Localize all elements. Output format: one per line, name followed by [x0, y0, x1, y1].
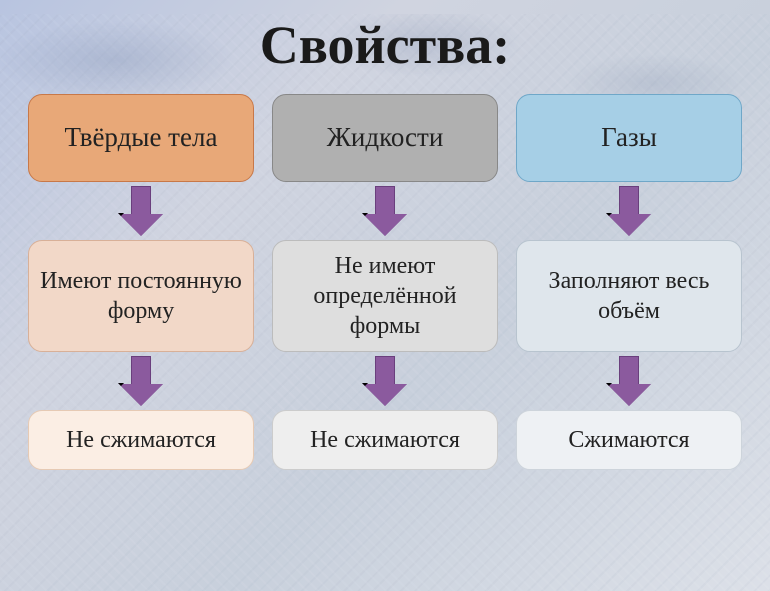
box-gases-mid: Заполняют весь объём — [516, 240, 742, 352]
column-liquids: Жидкости Не имеют определённой формы Не сж… — [272, 94, 498, 470]
box-liquids-mid: Не имеют определённой формы — [272, 240, 498, 352]
arrow-gases-2 — [607, 356, 651, 406]
arrow-liquids-1 — [363, 186, 407, 236]
arrow-solids-1 — [119, 186, 163, 236]
box-solids-header: Твёрдые тела — [28, 94, 254, 182]
box-solids-bot: Не сжимаются — [28, 410, 254, 470]
box-liquids-bot: Не сжимаются — [272, 410, 498, 470]
box-gases-header: Газы — [516, 94, 742, 182]
arrow-gases-1 — [607, 186, 651, 236]
box-solids-mid: Имеют постоянную форму — [28, 240, 254, 352]
arrow-liquids-2 — [363, 356, 407, 406]
diagram-title: Свойства: — [0, 14, 770, 76]
column-gases: Газы Заполняют весь объём Сжимаются — [516, 94, 742, 470]
columns-container: Твёрдые тела Имеют постоянную форму Не сжи… — [0, 94, 770, 470]
box-gases-bot: Сжимаются — [516, 410, 742, 470]
column-solids: Твёрдые тела Имеют постоянную форму Не сжи… — [28, 94, 254, 470]
box-liquids-header: Жидкости — [272, 94, 498, 182]
arrow-solids-2 — [119, 356, 163, 406]
